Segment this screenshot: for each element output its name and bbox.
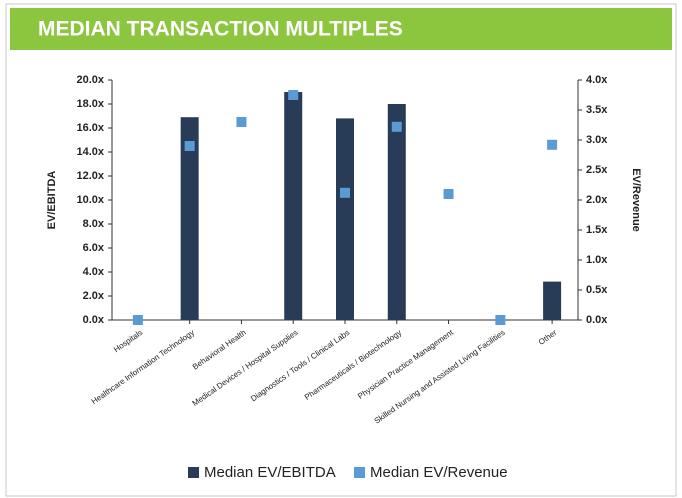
marker <box>547 139 558 150</box>
y2-tick-label: 3.5x <box>586 104 608 116</box>
y-tick-label: 18.0x <box>76 98 104 110</box>
marker <box>340 187 350 198</box>
y2-tick-label: 1.5x <box>586 224 608 236</box>
y-tick-label: 14.0x <box>76 146 104 158</box>
y2-axis-label: EV/Revenue <box>630 168 642 232</box>
y2-tick-label: 3.0x <box>586 134 608 146</box>
y2-tick-label: 1.0x <box>586 254 608 266</box>
y-tick-label: 10.0x <box>76 194 104 206</box>
legend-label: Median EV/Revenue <box>370 464 508 481</box>
legend-swatch <box>188 467 199 478</box>
bar <box>180 117 199 320</box>
legend-label: Median EV/EBITDA <box>204 464 336 481</box>
bar <box>387 104 406 320</box>
marker <box>391 121 402 132</box>
header-band <box>10 8 672 50</box>
y-tick-label: 16.0x <box>76 122 104 134</box>
y-tick-label: 4.0x <box>83 266 105 278</box>
bar <box>543 281 562 320</box>
y-tick-label: 8.0x <box>83 218 105 230</box>
y-tick-label: 12.0x <box>76 170 104 182</box>
legend-swatch <box>354 467 365 478</box>
y-axis-label: EV/EBITDA <box>46 171 58 230</box>
y-tick-label: 2.0x <box>83 290 105 302</box>
bar <box>336 118 354 321</box>
marker <box>288 90 299 100</box>
marker <box>132 315 143 325</box>
y-tick-label: 20.0x <box>76 74 104 86</box>
y2-tick-label: 0.0x <box>586 314 608 326</box>
y2-tick-label: 4.0x <box>586 74 608 86</box>
chart-title: MEDIAN TRANSACTION MULTIPLES <box>38 18 403 41</box>
y2-tick-label: 2.0x <box>586 194 608 206</box>
y2-tick-label: 2.5x <box>586 164 608 176</box>
marker <box>184 141 195 151</box>
marker <box>495 315 506 325</box>
bar <box>284 92 303 320</box>
y-tick-label: 0.0x <box>83 314 105 326</box>
marker <box>236 117 247 127</box>
y2-tick-label: 0.5x <box>586 284 608 296</box>
marker <box>443 189 454 199</box>
y-tick-label: 6.0x <box>83 242 105 254</box>
